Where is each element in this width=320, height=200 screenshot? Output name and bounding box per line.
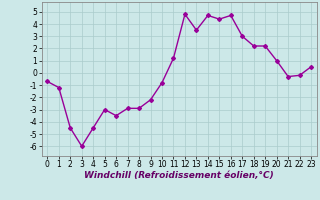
X-axis label: Windchill (Refroidissement éolien,°C): Windchill (Refroidissement éolien,°C) [84,171,274,180]
